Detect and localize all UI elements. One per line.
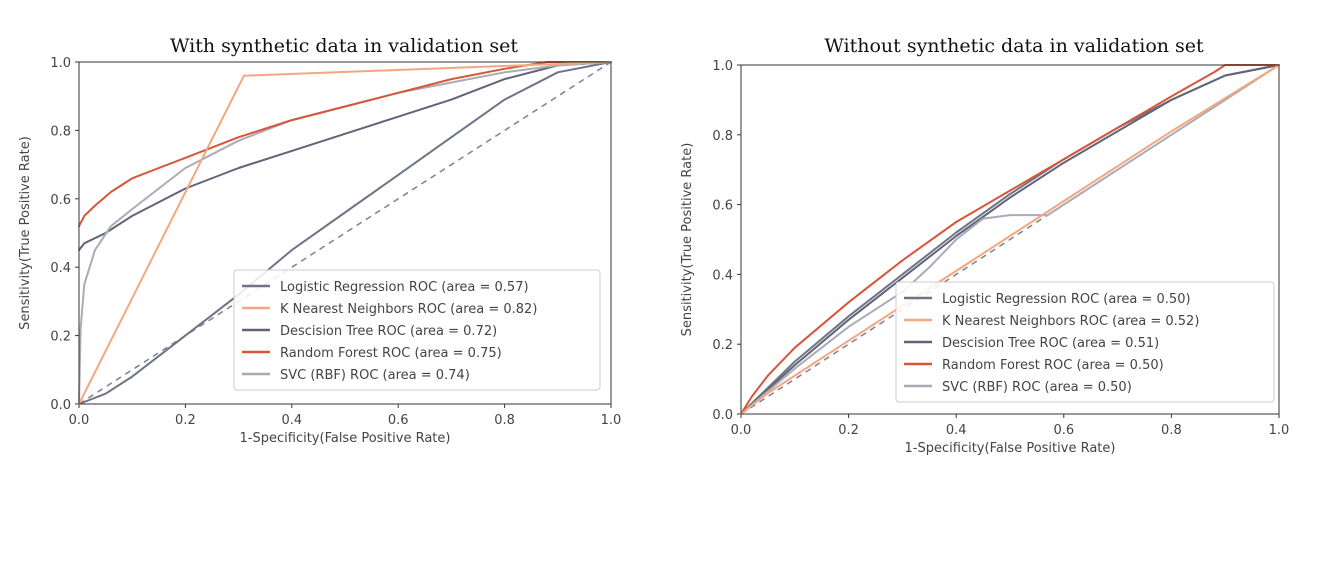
right-plot-frame [740,64,1280,415]
left-series-line-2 [78,61,612,252]
left-x-tick-label: 0.2 [175,413,196,428]
left-ticks: 0.0 0.2 0.4 0.6 0.8 1.0 0.0 0.2 0.4 0.6 0.8 1.0 [50,56,621,428]
right-x-tick-label: 0.0 [731,423,752,438]
right-curves [740,64,1280,415]
right-x-tick-label: 0.2 [838,423,859,438]
left-series-line-3 [78,61,612,228]
left-x-tick-label: 0.8 [494,413,515,428]
right-y-tick-label: 0.4 [712,268,733,283]
right-chance-line [740,64,1280,415]
left-chart-title: With synthetic data in validation set [170,35,518,57]
right-x-axis-label: 1-Specificity(False Positive Rate) [905,441,1116,456]
right-y-axis-label: Sensitivity(True Positive Rate) [680,143,695,337]
left-series-line-4 [78,61,612,405]
left-series-line-0 [78,61,612,405]
right-y-tick-label: 0.0 [712,408,733,423]
left-legend-label: Random Forest ROC (area = 0.75) [280,346,502,361]
left-y-tick-label: 0.8 [50,124,71,139]
right-legend: Logistic Regression ROC (area = 0.50) K N… [895,281,1275,403]
right-x-tick-label: 0.6 [1053,423,1074,438]
right-legend-label: SVC (RBF) ROC (area = 0.50) [942,380,1132,395]
right-y-tick-label: 0.2 [712,338,733,353]
left-roc-chart: With synthetic data in validation set 0.… [18,35,621,446]
right-legend-label: Descision Tree ROC (area = 0.51) [942,336,1159,351]
left-y-tick-label: 0.0 [50,398,71,413]
left-legend: Logistic Regression ROC (area = 0.57) K N… [233,269,601,391]
right-x-tick-label: 1.0 [1269,423,1290,438]
right-x-tick-label: 0.4 [946,423,967,438]
left-x-tick-label: 0.6 [388,413,409,428]
right-ticks: 0.0 0.2 0.4 0.6 0.8 1.0 0.0 0.2 0.4 0.6 0.8 1.0 [712,59,1289,438]
right-roc-chart: Without synthetic data in validation set… [680,35,1289,456]
left-legend-label: Descision Tree ROC (area = 0.72) [280,324,497,339]
right-legend-box [895,281,1275,403]
right-series-line-3 [740,64,1280,415]
left-y-tick-label: 0.6 [50,193,71,208]
right-series-line-1 [740,64,1280,415]
left-series-line-1 [78,61,612,405]
right-legend-label: K Nearest Neighbors ROC (area = 0.52) [942,314,1199,329]
left-y-axis-label: Sensitivity(True Positive Rate) [18,136,33,330]
left-legend-label: SVC (RBF) ROC (area = 0.74) [280,368,470,383]
left-x-axis-label: 1-Specificity(False Positive Rate) [240,431,451,446]
right-legend-label: Random Forest ROC (area = 0.50) [942,358,1164,373]
right-chart-title: Without synthetic data in validation set [824,35,1204,57]
right-x-tick-label: 0.8 [1161,423,1182,438]
left-legend-label: Logistic Regression ROC (area = 0.57) [280,280,529,295]
right-legend-label: Logistic Regression ROC (area = 0.50) [942,292,1191,307]
left-legend-box [233,269,601,391]
left-curves [78,61,612,405]
left-x-tick-label: 1.0 [601,413,622,428]
left-legend-label: K Nearest Neighbors ROC (area = 0.82) [280,302,537,317]
right-series-line-4 [740,64,1280,415]
right-y-tick-label: 1.0 [712,59,733,74]
left-x-tick-label: 0.0 [69,413,90,428]
left-y-tick-label: 0.4 [50,261,71,276]
left-y-tick-label: 1.0 [50,56,71,71]
left-x-tick-label: 0.4 [281,413,302,428]
left-y-tick-label: 0.2 [50,330,71,345]
right-series-line-2 [740,64,1280,415]
left-plot-frame [78,61,612,405]
right-y-tick-label: 0.8 [712,129,733,144]
right-y-tick-label: 0.6 [712,199,733,214]
